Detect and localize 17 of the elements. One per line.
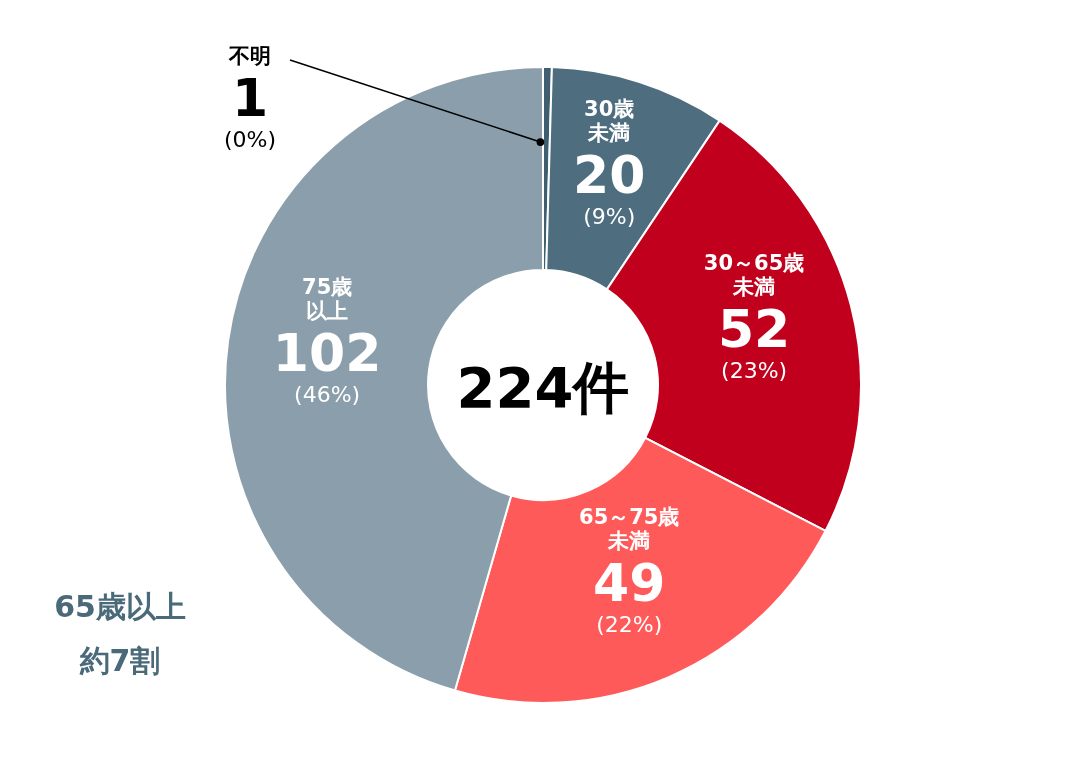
slice-label: 30歳未満 [584,97,635,146]
data-label: 1 [231,68,269,128]
text: (0%) [223,127,277,152]
text: 224件 [456,355,630,420]
text: 65歳以上約7割 [54,589,186,678]
text: (9%) [583,204,636,230]
data-label: 102 [272,322,382,383]
data-label: 20 [573,145,646,206]
slice-label: 65～75歳未満 [579,505,680,554]
slice-label: 75歳以上 [302,274,353,323]
data-label: 49 [593,553,666,614]
text: (46%) [294,381,361,407]
text: (23%) [721,357,788,383]
text: (22%) [596,612,663,638]
slice-label: 不明 [228,44,271,68]
data-label: 52 [717,298,791,359]
slice-label: 30～65歳未満 [703,250,805,299]
